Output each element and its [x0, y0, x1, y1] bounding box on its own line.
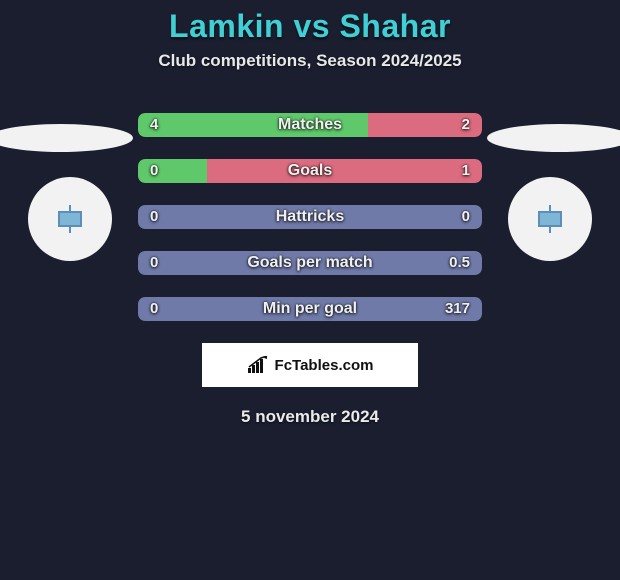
stat-label: Goals per match: [138, 251, 482, 275]
stat-label: Hattricks: [138, 205, 482, 229]
right-club-placeholder-icon: [538, 211, 562, 227]
left-club-placeholder-icon: [58, 211, 82, 227]
stat-bar: 01Goals: [138, 159, 482, 183]
comparison-infographic: Lamkin vs Shahar Club competitions, Seas…: [0, 0, 620, 427]
right-club-badge: [508, 177, 592, 261]
right-player-ellipse: [487, 124, 620, 152]
stat-label: Matches: [138, 113, 482, 137]
left-club-badge: [28, 177, 112, 261]
stat-bar: 0317Min per goal: [138, 297, 482, 321]
left-player-ellipse: [0, 124, 133, 152]
brand-badge: FcTables.com: [202, 343, 418, 387]
stat-label: Goals: [138, 159, 482, 183]
stat-bar: 42Matches: [138, 113, 482, 137]
page-title: Lamkin vs Shahar: [0, 8, 620, 45]
stat-bar: 00Hattricks: [138, 205, 482, 229]
snapshot-date: 5 november 2024: [0, 407, 620, 427]
page-subtitle: Club competitions, Season 2024/2025: [0, 51, 620, 71]
stat-bar: 00.5Goals per match: [138, 251, 482, 275]
brand-logo-icon: [247, 356, 269, 374]
brand-name: FcTables.com: [275, 357, 374, 374]
stat-label: Min per goal: [138, 297, 482, 321]
stat-bars: 42Matches 01Goals 00Hattricks 00.5Goals per…: [138, 113, 482, 321]
